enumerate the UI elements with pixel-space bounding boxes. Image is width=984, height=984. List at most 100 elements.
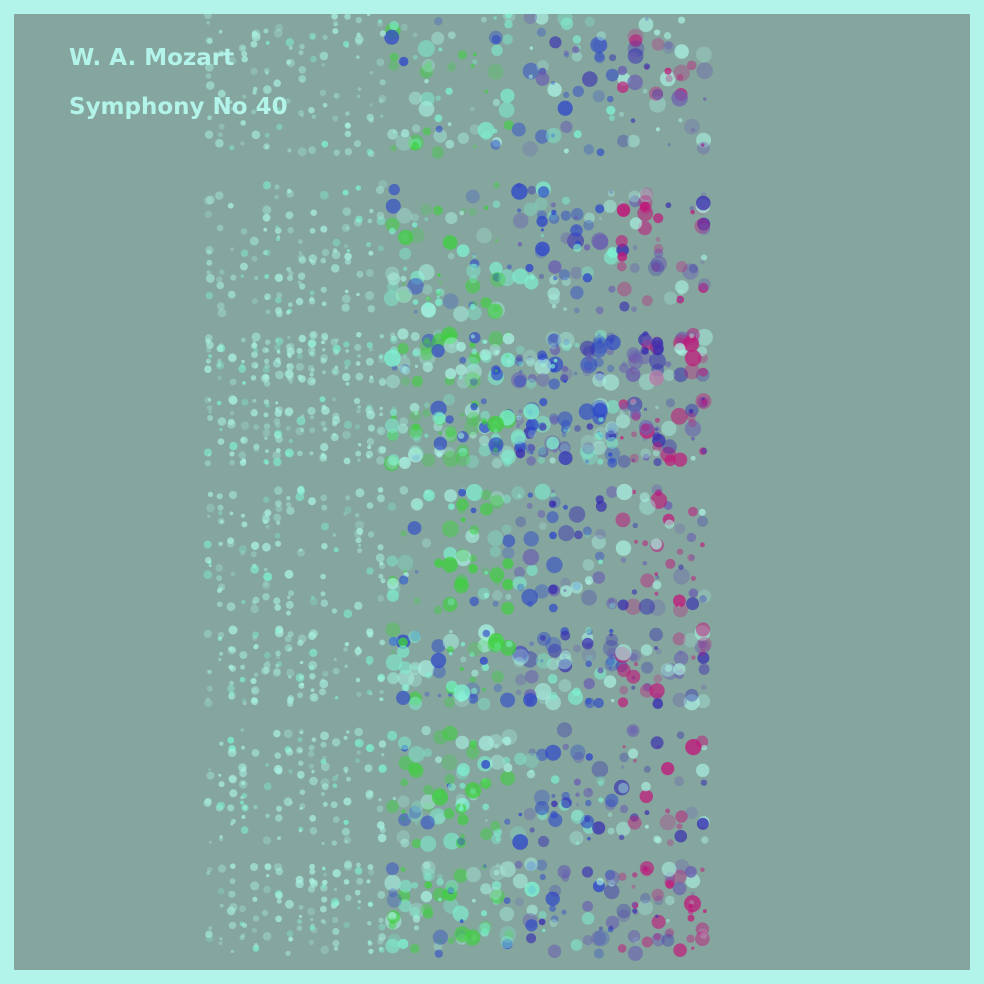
note-dot xyxy=(205,81,215,90)
note-dot xyxy=(523,693,538,707)
note-dot xyxy=(420,903,433,916)
note-dot xyxy=(230,863,236,869)
note-dot xyxy=(431,31,445,45)
note-dot xyxy=(678,297,683,302)
note-dot xyxy=(664,41,673,50)
note-dot xyxy=(321,896,328,903)
note-dot xyxy=(584,212,595,224)
note-dot xyxy=(229,776,236,783)
note-dot xyxy=(654,29,661,36)
note-dot xyxy=(529,641,534,647)
note-dot xyxy=(391,335,397,342)
note-dot xyxy=(653,213,664,224)
note-dot xyxy=(412,32,418,38)
note-dot xyxy=(434,813,445,824)
note-dot xyxy=(412,222,418,228)
note-dot xyxy=(422,127,431,136)
note-dot xyxy=(385,862,399,876)
note-dot xyxy=(436,938,443,944)
note-dot xyxy=(617,455,631,468)
note-dot xyxy=(501,524,512,535)
note-dot xyxy=(368,902,373,908)
note-dot xyxy=(466,455,479,469)
note-dot xyxy=(332,397,337,402)
note-dot xyxy=(512,268,529,285)
note-dot xyxy=(545,331,561,347)
note-dot xyxy=(558,451,573,466)
note-dot xyxy=(505,593,512,600)
note-dot xyxy=(300,414,305,419)
note-dot xyxy=(455,735,470,750)
note-dot xyxy=(309,290,315,296)
note-dot xyxy=(285,98,291,104)
note-dot xyxy=(308,939,315,946)
note-dot xyxy=(585,459,589,464)
note-dot xyxy=(264,863,272,871)
note-dot xyxy=(423,873,432,881)
note-dot xyxy=(572,35,582,44)
note-dot xyxy=(274,194,279,200)
note-dot xyxy=(592,373,607,387)
note-dot xyxy=(627,930,641,943)
note-dot xyxy=(205,36,213,45)
note-dot xyxy=(275,767,283,775)
note-dot xyxy=(471,415,478,422)
note-dot xyxy=(613,779,630,796)
note-dot xyxy=(320,357,327,364)
note-dot xyxy=(608,452,613,457)
note-dot xyxy=(203,570,213,580)
note-dot xyxy=(696,195,711,211)
note-dot xyxy=(560,232,573,245)
note-dot xyxy=(376,821,385,829)
note-dot xyxy=(264,863,271,870)
note-dot xyxy=(345,123,350,128)
note-dot xyxy=(311,769,315,774)
note-dot xyxy=(524,857,538,871)
note-dot xyxy=(499,906,515,922)
note-dot xyxy=(409,427,423,441)
note-dot xyxy=(309,925,315,931)
note-dot xyxy=(426,296,430,301)
note-dot xyxy=(665,895,675,906)
note-dot xyxy=(378,377,387,386)
note-dot xyxy=(459,666,464,672)
note-dot xyxy=(466,411,481,427)
note-dot xyxy=(598,216,603,220)
note-dot xyxy=(615,540,632,556)
note-dot xyxy=(309,673,316,680)
note-dot xyxy=(493,141,499,147)
note-dot xyxy=(231,107,235,111)
note-dot xyxy=(309,693,319,702)
note-dot xyxy=(581,589,597,606)
note-dot xyxy=(493,869,500,876)
note-dot xyxy=(250,67,258,75)
note-dot xyxy=(414,569,419,574)
note-dot xyxy=(369,375,374,380)
note-dot xyxy=(514,897,524,907)
note-dot xyxy=(558,441,571,454)
note-dot xyxy=(286,363,294,371)
note-dot xyxy=(596,877,604,886)
note-dot xyxy=(366,14,371,16)
note-dot xyxy=(377,675,385,683)
note-dot xyxy=(582,935,593,946)
note-dot xyxy=(435,125,443,133)
note-dot xyxy=(411,838,422,849)
note-dot xyxy=(417,40,435,58)
note-dot xyxy=(321,248,330,257)
note-dot xyxy=(459,210,465,216)
note-dot xyxy=(400,838,410,848)
note-dot xyxy=(546,556,563,574)
note-dot xyxy=(263,459,269,465)
note-dot xyxy=(299,914,302,918)
note-dot xyxy=(298,760,304,766)
note-dot xyxy=(228,921,237,930)
note-dot xyxy=(514,860,523,869)
note-dot xyxy=(344,506,352,514)
note-dot xyxy=(206,866,213,873)
note-dot xyxy=(655,837,662,844)
note-dot xyxy=(617,599,629,611)
note-dot xyxy=(310,209,317,216)
note-dot xyxy=(591,535,606,550)
note-dot xyxy=(619,111,624,117)
